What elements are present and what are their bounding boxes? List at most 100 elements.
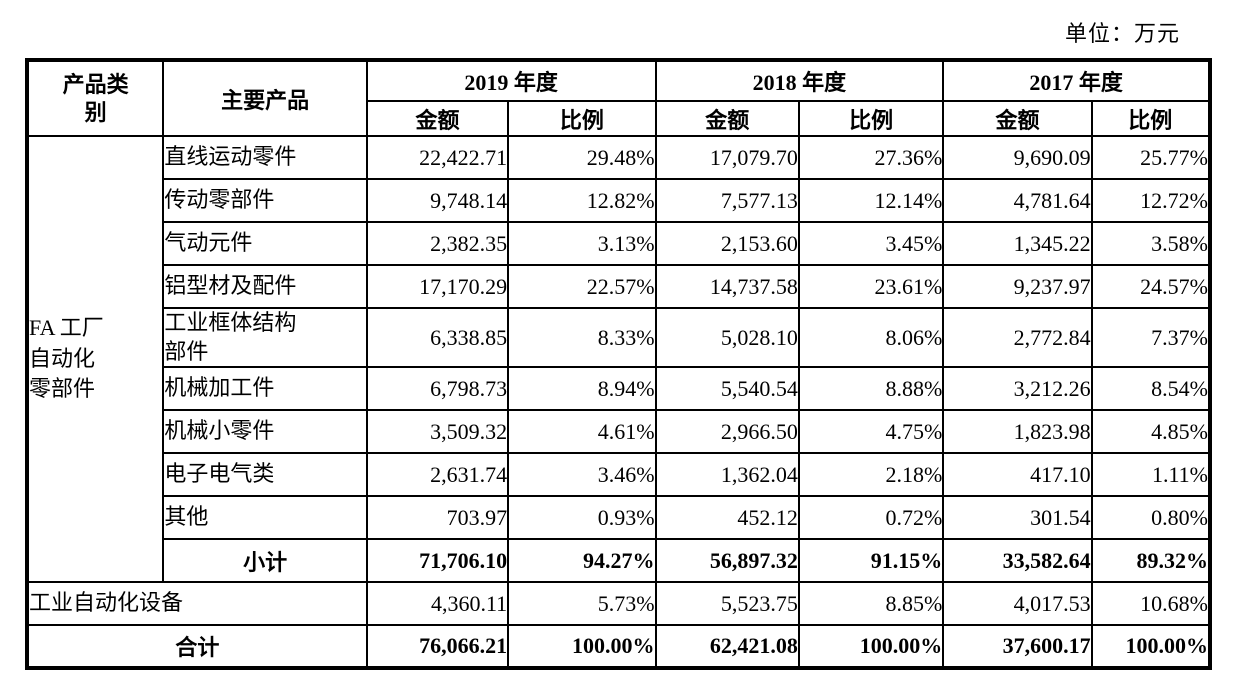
equipment-label: 工业自动化设备 xyxy=(26,581,368,627)
header-ratio-2019: 比例 xyxy=(507,100,657,137)
ratio-2019: 8.33% xyxy=(507,306,657,369)
amount-2019: 17,170.29 xyxy=(365,264,510,309)
amount-2017: 9,690.09 xyxy=(942,135,1093,180)
table-row-product-6: 机械加工件 6,798.73 8.94% 5,540.54 8.88% 3,21… xyxy=(27,366,1212,412)
ratio-2017: 7.37% xyxy=(1090,306,1212,369)
subtotal-ratio-2018: 91.15% xyxy=(797,538,945,584)
equipment-amount-2019: 4,360.11 xyxy=(365,581,510,627)
amount-2017: 2,772.84 xyxy=(942,306,1093,369)
ratio-2017: 1.11% xyxy=(1090,452,1212,498)
header-category: 产品类 别 xyxy=(25,59,165,137)
ratio-2018: 8.88% xyxy=(797,366,945,412)
revenue-breakdown-table: 产品类 别 主要产品 2019 年度 2018 年度 2017 年度 金额 比例… xyxy=(25,58,1212,671)
equipment-ratio-2018: 8.85% xyxy=(797,581,945,627)
amount-2017: 301.54 xyxy=(942,495,1093,541)
total-ratio-2018: 100.00% xyxy=(797,624,945,670)
equipment-ratio-2019: 5.73% xyxy=(507,581,657,627)
amount-2018: 2,966.50 xyxy=(654,409,800,455)
ratio-2018: 27.36% xyxy=(797,135,945,180)
table-row-product-5: 工业框体结构 部件 6,338.85 8.33% 5,028.10 8.06% … xyxy=(27,306,1212,369)
subtotal-label: 小计 xyxy=(162,538,368,584)
amount-2019: 22,422.71 xyxy=(365,135,510,180)
subtotal-amount-2019: 71,706.10 xyxy=(365,538,510,584)
header-ratio-2018: 比例 xyxy=(797,100,945,137)
header-product: 主要产品 xyxy=(162,59,368,137)
header-ratio-2017: 比例 xyxy=(1090,100,1212,137)
amount-2017: 1,823.98 xyxy=(942,409,1093,455)
amount-2017: 4,781.64 xyxy=(942,178,1093,223)
header-row-years: 产品类 别 主要产品 2019 年度 2018 年度 2017 年度 xyxy=(25,59,1211,137)
total-ratio-2017: 100.00% xyxy=(1090,624,1212,670)
subtotal-amount-2018: 56,897.32 xyxy=(654,538,800,584)
table-row-product-7: 机械小零件 3,509.32 4.61% 2,966.50 4.75% 1,82… xyxy=(27,409,1212,455)
amount-2017: 9,237.97 xyxy=(942,264,1093,309)
amount-2018: 7,577.13 xyxy=(654,178,800,223)
total-label: 合计 xyxy=(26,624,368,670)
amount-2019: 6,338.85 xyxy=(365,306,510,369)
ratio-2018: 12.14% xyxy=(797,178,945,223)
ratio-2019: 4.61% xyxy=(507,409,657,455)
ratio-2017: 24.57% xyxy=(1090,264,1212,309)
header-row-subcolumns: 金额 比例 金额 比例 金额 比例 xyxy=(27,100,1212,137)
product-name: 其他 xyxy=(162,495,368,541)
ratio-2019: 12.82% xyxy=(507,178,657,223)
product-name: 工业框体结构 部件 xyxy=(162,306,368,369)
amount-2017: 417.10 xyxy=(942,452,1093,498)
amount-2019: 3,509.32 xyxy=(365,409,510,455)
amount-2019: 703.97 xyxy=(365,495,510,541)
subtotal-ratio-2017: 89.32% xyxy=(1090,538,1212,584)
product-name: 气动元件 xyxy=(162,221,368,266)
ratio-2018: 4.75% xyxy=(797,409,945,455)
amount-2018: 14,737.58 xyxy=(654,264,800,309)
ratio-2019: 0.93% xyxy=(507,495,657,541)
ratio-2019: 29.48% xyxy=(507,135,657,180)
header-amount-2018: 金额 xyxy=(654,100,800,137)
product-name: 机械加工件 xyxy=(162,366,368,412)
ratio-2018: 3.45% xyxy=(797,221,945,266)
amount-2019: 2,382.35 xyxy=(365,221,510,266)
subtotal-ratio-2019: 94.27% xyxy=(507,538,657,584)
ratio-2018: 8.06% xyxy=(797,306,945,369)
header-amount-2019: 金额 xyxy=(365,100,510,137)
ratio-2019: 3.46% xyxy=(507,452,657,498)
product-name: 机械小零件 xyxy=(162,409,368,455)
table-row-product-8: 电子电气类 2,631.74 3.46% 1,362.04 2.18% 417.… xyxy=(27,452,1212,498)
product-name: 直线运动零件 xyxy=(162,135,368,180)
equipment-amount-2018: 5,523.75 xyxy=(654,581,800,627)
ratio-2018: 23.61% xyxy=(797,264,945,309)
amount-2018: 1,362.04 xyxy=(654,452,800,498)
header-amount-2017: 金额 xyxy=(942,100,1093,137)
amount-2019: 6,798.73 xyxy=(365,366,510,412)
amount-2019: 2,631.74 xyxy=(365,452,510,498)
product-name: 电子电气类 xyxy=(162,452,368,498)
amount-2018: 17,079.70 xyxy=(654,135,800,180)
total-amount-2018: 62,421.08 xyxy=(654,624,800,670)
header-year-2019: 2019 年度 xyxy=(365,59,657,102)
amount-2017: 3,212.26 xyxy=(942,366,1093,412)
ratio-2017: 4.85% xyxy=(1090,409,1212,455)
table-row-product-2: 传动零部件 9,748.14 12.82% 7,577.13 12.14% 4,… xyxy=(27,178,1212,223)
amount-2017: 1,345.22 xyxy=(942,221,1093,266)
product-name: 铝型材及配件 xyxy=(162,264,368,309)
ratio-2019: 8.94% xyxy=(507,366,657,412)
total-amount-2017: 37,600.17 xyxy=(942,624,1093,670)
subtotal-amount-2017: 33,582.64 xyxy=(942,538,1093,584)
amount-2018: 2,153.60 xyxy=(654,221,800,266)
equipment-row: 工业自动化设备 4,360.11 5.73% 5,523.75 8.85% 4,… xyxy=(26,581,1212,627)
ratio-2019: 22.57% xyxy=(507,264,657,309)
total-row: 合计 76,066.21 100.00% 62,421.08 100.00% 3… xyxy=(26,624,1212,670)
amount-2019: 9,748.14 xyxy=(365,178,510,223)
category-group-cell: FA 工厂 自动化 零部件 xyxy=(25,134,165,584)
unit-label: 单位：万元 xyxy=(1064,21,1180,46)
table-row-product-3: 气动元件 2,382.35 3.13% 2,153.60 3.45% 1,345… xyxy=(27,221,1212,266)
subtotal-row: 小计 71,706.10 94.27% 56,897.32 91.15% 33,… xyxy=(27,538,1212,584)
ratio-2017: 25.77% xyxy=(1090,135,1212,180)
equipment-ratio-2017: 10.68% xyxy=(1090,581,1212,627)
ratio-2019: 3.13% xyxy=(507,221,657,266)
header-year-2017: 2017 年度 xyxy=(942,59,1211,102)
product-name: 传动零部件 xyxy=(162,178,368,223)
ratio-2017: 0.80% xyxy=(1090,495,1212,541)
ratio-2017: 8.54% xyxy=(1090,366,1212,412)
total-ratio-2019: 100.00% xyxy=(507,624,657,670)
